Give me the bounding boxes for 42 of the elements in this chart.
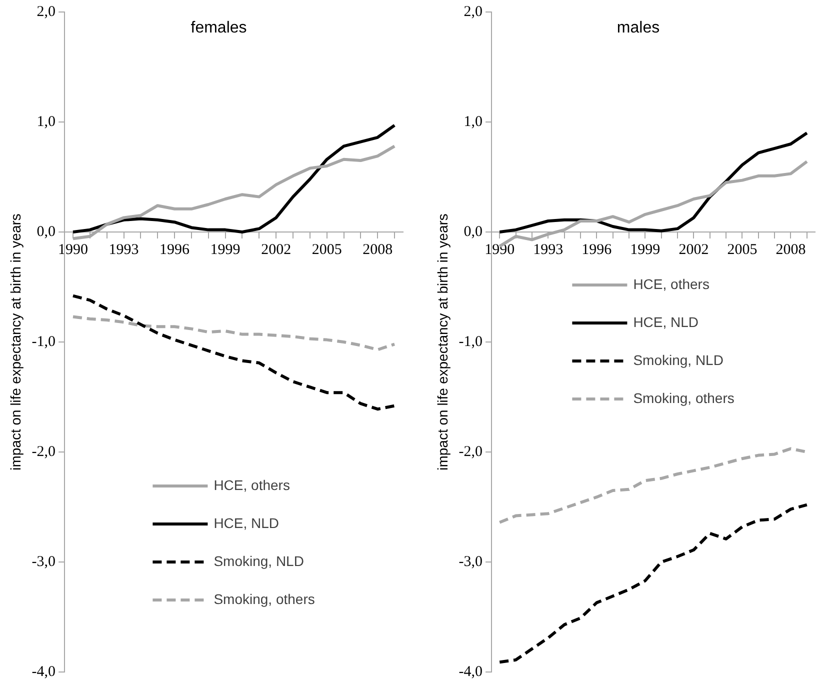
y-tick-label: -2,0 [458,444,483,460]
legend-label: Smoking, others [633,390,734,406]
y-tick-label: -4,0 [32,664,56,680]
x-tick-label: 1990 [58,242,88,258]
y-tick-label: 1,0 [36,114,56,130]
y-tick-label: -3,0 [32,554,56,570]
y-tick-label: -1,0 [32,334,56,350]
legend-label: HCE, others [214,476,290,493]
y-axis-title: impact on life expectancy at birth in years [434,214,450,470]
x-tick-label: 1999 [630,242,660,258]
chart-title: males [616,19,660,36]
x-tick-label: 2008 [362,242,393,258]
x-tick-label: 1996 [160,242,190,258]
chart-title: females [190,19,247,36]
y-tick-label: -1,0 [458,334,483,350]
y-tick-label: 0,0 [464,224,483,240]
x-tick-label: 1996 [582,242,612,258]
x-tick-label: 1999 [210,242,240,258]
y-tick-label: -3,0 [458,554,483,570]
legend-label: Smoking, others [214,590,315,607]
y-tick-label: 1,0 [464,114,483,130]
x-tick-label: 2002 [261,242,292,258]
x-tick-label: 2002 [678,242,709,258]
x-tick-label: 2005 [727,242,758,258]
x-tick-label: 2005 [312,242,342,258]
x-tick-label: 1993 [108,242,139,258]
y-tick-label: 2,0 [464,4,483,20]
line-series [72,294,396,411]
line-series [498,503,808,664]
y-tick-label: -4,0 [458,664,483,680]
legend-label: Smoking, NLD [214,552,304,569]
y-tick-label: 2,0 [36,4,56,20]
x-tick-label: 1993 [533,242,564,258]
legend-label: HCE, NLD [214,514,280,531]
legend-label: HCE, NLD [633,314,699,330]
legend-label: HCE, others [633,276,710,292]
legend-label: Smoking, NLD [633,352,724,368]
y-tick-label: 0,0 [36,224,56,240]
y-axis-title: impact on life expectancy at birth in years [7,214,24,470]
y-tick-label: -2,0 [32,444,56,460]
x-tick-label: 2008 [776,242,806,258]
line-series [72,315,396,352]
